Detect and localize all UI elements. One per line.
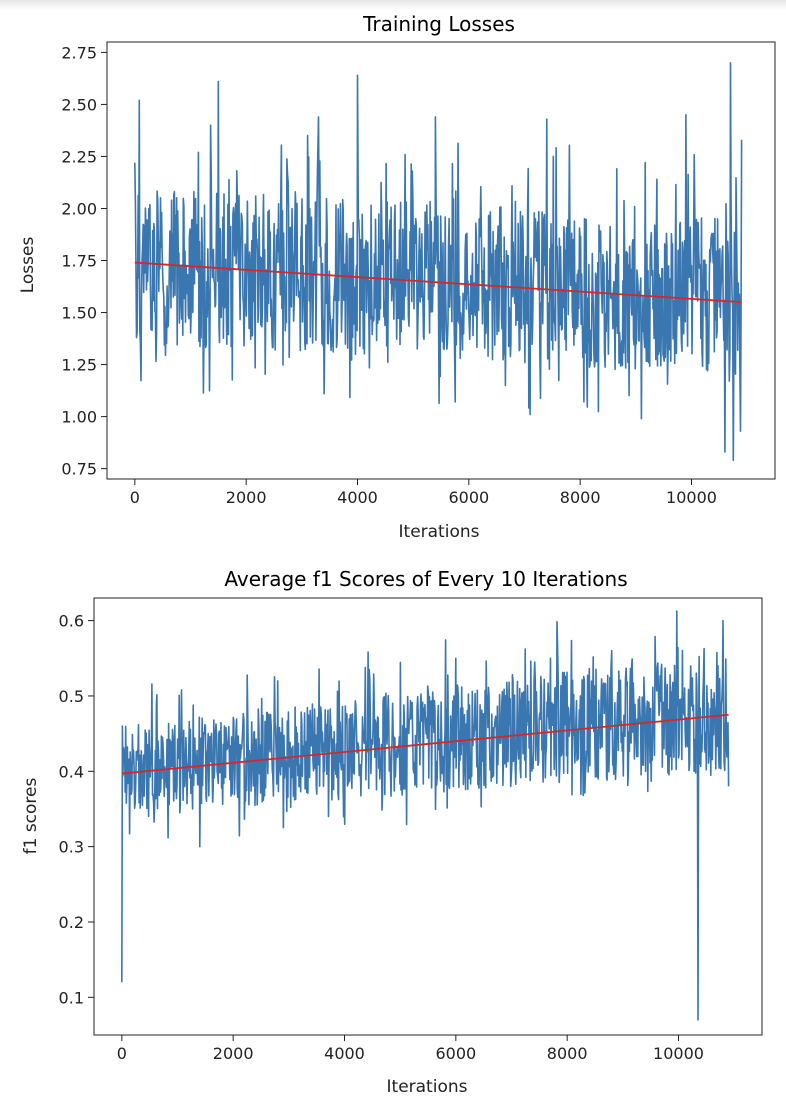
chart2-x-tick-label: 2000 [213, 1044, 254, 1063]
chart1-y-axis: 0.75 1.00 1.25 1.50 1.75 2.00 2.25 2.50 2.75 [61, 43, 107, 479]
chart2-x-tick-label: 4000 [324, 1044, 365, 1063]
chart-training-losses: Training Losses 0 2000 4000 6000 8000 10000 0… [18, 12, 776, 542]
chart1-x-tick-label: 4000 [337, 488, 378, 507]
chart1-y-tick-label: 2.50 [61, 95, 97, 114]
chart2-x-label: Iterations [387, 1077, 468, 1097]
chart1-plot-area [134, 62, 743, 462]
chart2-y-tick-label: 0.4 [59, 762, 84, 781]
chart1-y-tick-label: 2.00 [61, 199, 97, 218]
chart1-y-tick-label: 1.25 [61, 356, 97, 375]
chart2-plot-area [121, 610, 730, 1021]
chart1-x-label: Iterations [399, 522, 480, 542]
chart1-x-tick-label: 6000 [448, 488, 489, 507]
chart2-y-tick-label: 0.6 [59, 612, 84, 631]
chart2-frame [93, 597, 763, 1036]
chart2-x-tick-label: 6000 [435, 1044, 476, 1063]
chart1-title: Training Losses [362, 12, 515, 36]
chart1-x-axis: 0 2000 4000 6000 8000 10000 [130, 479, 717, 507]
chart2-y-label: f1 scores [21, 777, 41, 854]
chart2-y-tick-label: 0.2 [59, 913, 84, 932]
chart2-title: Average f1 Scores of Every 10 Iterations [224, 567, 627, 591]
chart1-y-tick-label: 1.75 [61, 252, 97, 271]
chart1-y-tick-label: 2.75 [61, 43, 97, 62]
chart2-y-tick-label: 0.1 [59, 988, 84, 1007]
chart2-trend-line [121, 713, 729, 775]
chart1-x-tick-label: 0 [130, 488, 140, 507]
chart1-y-tick-label: 0.75 [61, 460, 97, 479]
chart2-y-axis: 0.1 0.2 0.3 0.4 0.5 0.6 [59, 612, 94, 1007]
chart2-y-tick-label: 0.5 [59, 687, 84, 706]
chart1-y-tick-label: 1.00 [61, 408, 97, 427]
chart-f1-scores: Average f1 Scores of Every 10 Iterations… [21, 567, 763, 1097]
chart1-y-tick-label: 1.50 [61, 304, 97, 323]
chart2-x-tick-label: 8000 [547, 1044, 588, 1063]
chart1-trend-line [134, 261, 742, 304]
chart1-data-line [134, 62, 743, 462]
chart2-data-line [121, 610, 730, 1021]
chart1-x-tick-label: 8000 [560, 488, 601, 507]
window-top-shadow [0, 0, 786, 10]
chart2-x-axis: 0 2000 4000 6000 8000 10000 [117, 1035, 704, 1063]
chart1-x-tick-label: 2000 [226, 488, 267, 507]
chart2-y-tick-label: 0.3 [59, 838, 84, 857]
chart2-x-tick-label: 0 [117, 1044, 127, 1063]
chart2-x-tick-label: 10000 [653, 1044, 704, 1063]
chart1-x-tick-label: 10000 [666, 488, 717, 507]
chart1-y-tick-label: 2.25 [61, 147, 97, 166]
chart1-y-label: Losses [18, 237, 38, 294]
